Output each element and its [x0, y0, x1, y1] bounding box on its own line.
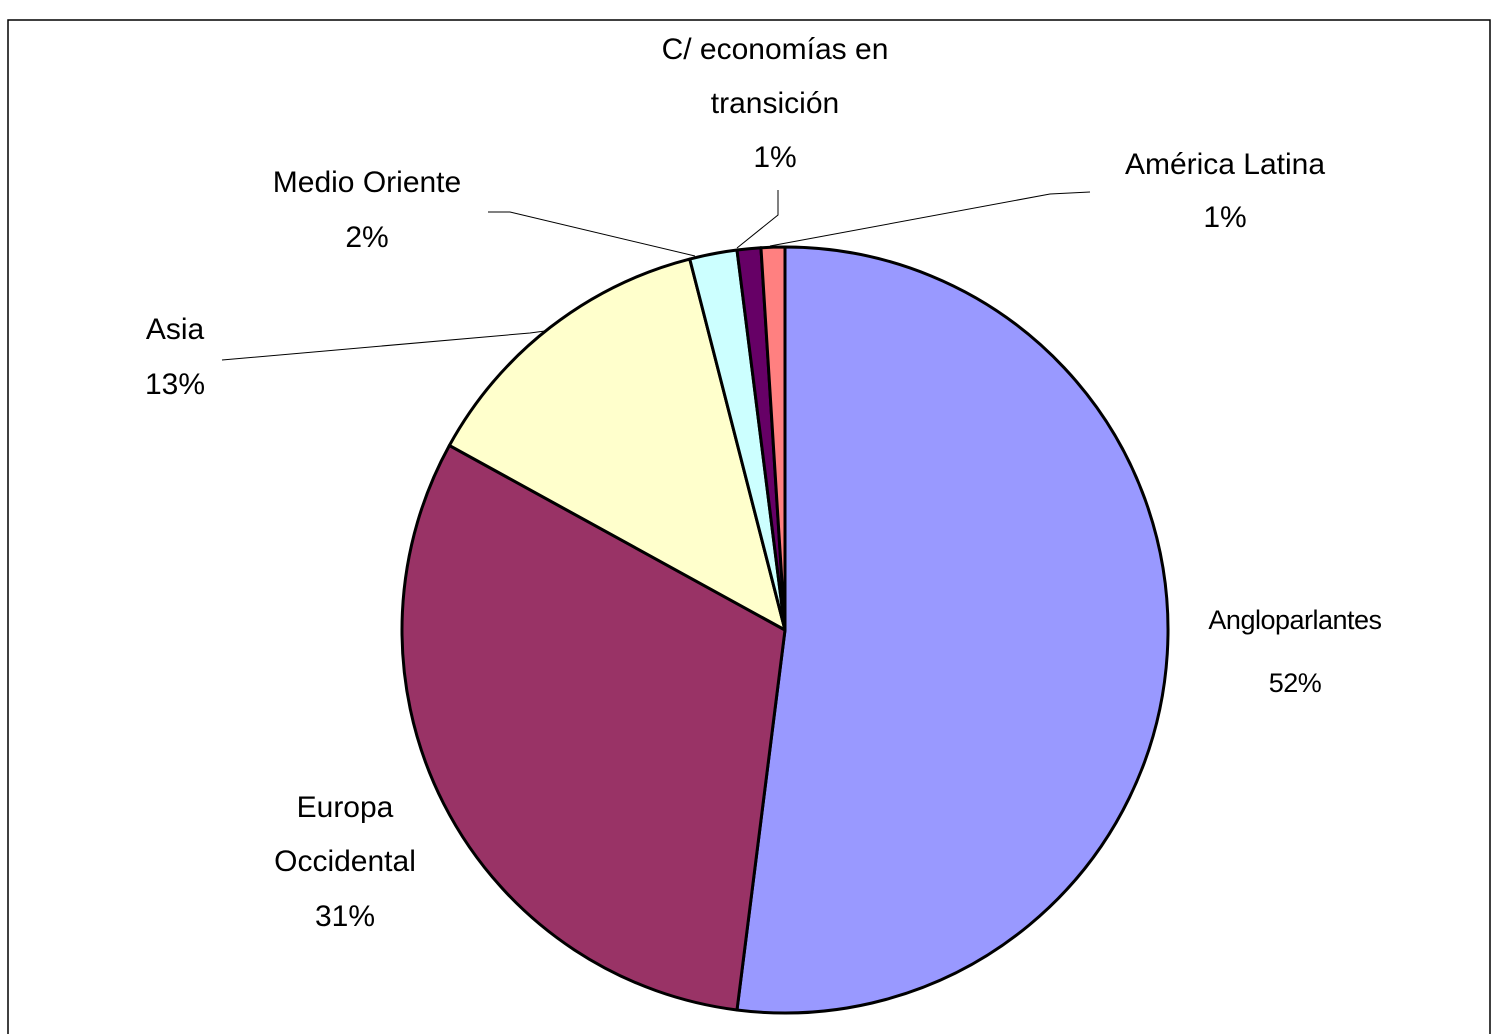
leader-line — [736, 190, 779, 249]
value-label: 31% — [314, 900, 376, 933]
pie — [400, 245, 1170, 1015]
slice-label: América Latina — [1124, 148, 1326, 181]
leader-line — [769, 191, 1091, 247]
pie-slice — [447, 257, 787, 632]
frame — [7, 19, 1491, 1034]
leader-line — [488, 211, 696, 257]
slice-label: Medio Oriente — [272, 166, 462, 199]
leader-line — [221, 330, 546, 361]
pie-slice — [400, 443, 787, 1012]
pie-slice — [759, 245, 787, 632]
pie-slice — [735, 245, 1170, 1015]
value-label: 52% — [1268, 667, 1322, 698]
slice-label: Angloparlantes — [1208, 604, 1382, 635]
value-label: 13% — [144, 368, 206, 401]
slice-label: Asia — [145, 313, 205, 346]
value-label: 1% — [753, 141, 797, 174]
value-label: 1% — [1203, 201, 1247, 234]
slice-label: Europa Occidental — [274, 791, 416, 878]
value-label: 2% — [345, 221, 389, 254]
slice-label: C/ economías en transición — [661, 33, 889, 120]
